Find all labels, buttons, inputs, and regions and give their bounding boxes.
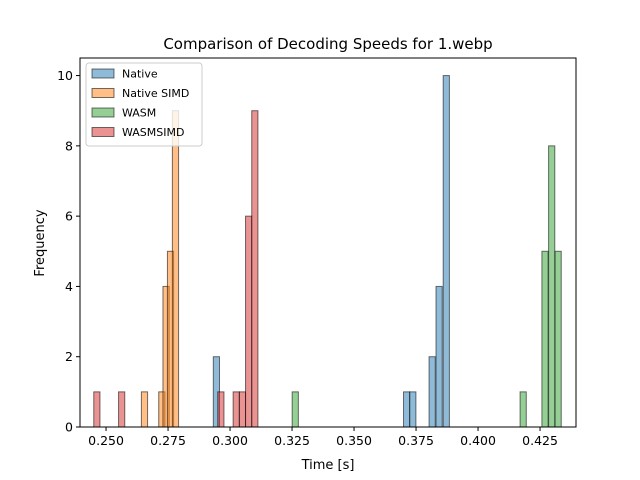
histogram-bar xyxy=(519,391,527,428)
y-axis-label: Frequency xyxy=(33,209,48,276)
x-tick-label: 0.425 xyxy=(522,433,558,448)
y-axis-ticks: 0 2 4 6 8 10 xyxy=(57,68,80,435)
histogram-bar xyxy=(93,391,101,428)
histogram-bar xyxy=(232,391,240,428)
histogram-bar xyxy=(118,391,126,428)
plot-frame xyxy=(79,57,577,428)
histogram-bar xyxy=(171,110,180,428)
x-tick-label: 0.300 xyxy=(212,433,248,448)
histogram-bar xyxy=(291,391,299,428)
histogram-bar xyxy=(238,391,247,428)
legend-box xyxy=(85,62,203,147)
histogram-bar xyxy=(251,110,259,428)
histogram-bar xyxy=(435,285,443,428)
chart-title: Comparison of Decoding Speeds for 1.webp xyxy=(163,35,492,53)
histogram-bar xyxy=(428,356,436,428)
legend-swatch xyxy=(91,68,115,79)
legend-swatch xyxy=(91,88,115,98)
y-tick-label: 2 xyxy=(65,349,73,364)
x-tick-label: 0.400 xyxy=(460,433,496,448)
legend-label: Native xyxy=(122,68,158,81)
legend-swatch xyxy=(91,107,115,118)
x-tick-label: 0.250 xyxy=(88,433,124,448)
legend-label: WASM xyxy=(122,107,156,120)
legend-label: Native SIMD xyxy=(122,87,189,100)
y-tick-label: 4 xyxy=(65,279,73,294)
y-tick-label: 0 xyxy=(65,420,73,435)
histogram-bar xyxy=(245,215,253,428)
x-axis-ticks: 0.250 0.275 0.300 0.325 0.350 0.375 0.400 0.425 xyxy=(88,427,558,448)
y-tick-label: 8 xyxy=(65,138,73,153)
histogram-bar xyxy=(403,391,411,428)
y-tick-label: 6 xyxy=(65,209,73,224)
x-tick-label: 0.350 xyxy=(336,433,372,448)
legend-label: WASMSIMD xyxy=(122,126,184,139)
y-tick-label: 10 xyxy=(57,68,73,83)
histogram-bar xyxy=(554,250,562,428)
x-tick-label: 0.275 xyxy=(150,433,186,448)
histogram-bar xyxy=(409,391,417,428)
histogram-bar xyxy=(442,75,450,428)
x-tick-label: 0.375 xyxy=(398,433,434,448)
legend: Native Native SIMD WASM WASMSIMD xyxy=(85,62,203,147)
x-axis-label: Time [s] xyxy=(301,458,355,473)
legend-swatch xyxy=(91,127,115,137)
histogram-bar xyxy=(140,391,149,428)
histogram-bar xyxy=(217,391,225,428)
histogram-bar xyxy=(548,145,556,428)
x-tick-label: 0.325 xyxy=(274,433,310,448)
histogram-bar xyxy=(541,250,549,428)
